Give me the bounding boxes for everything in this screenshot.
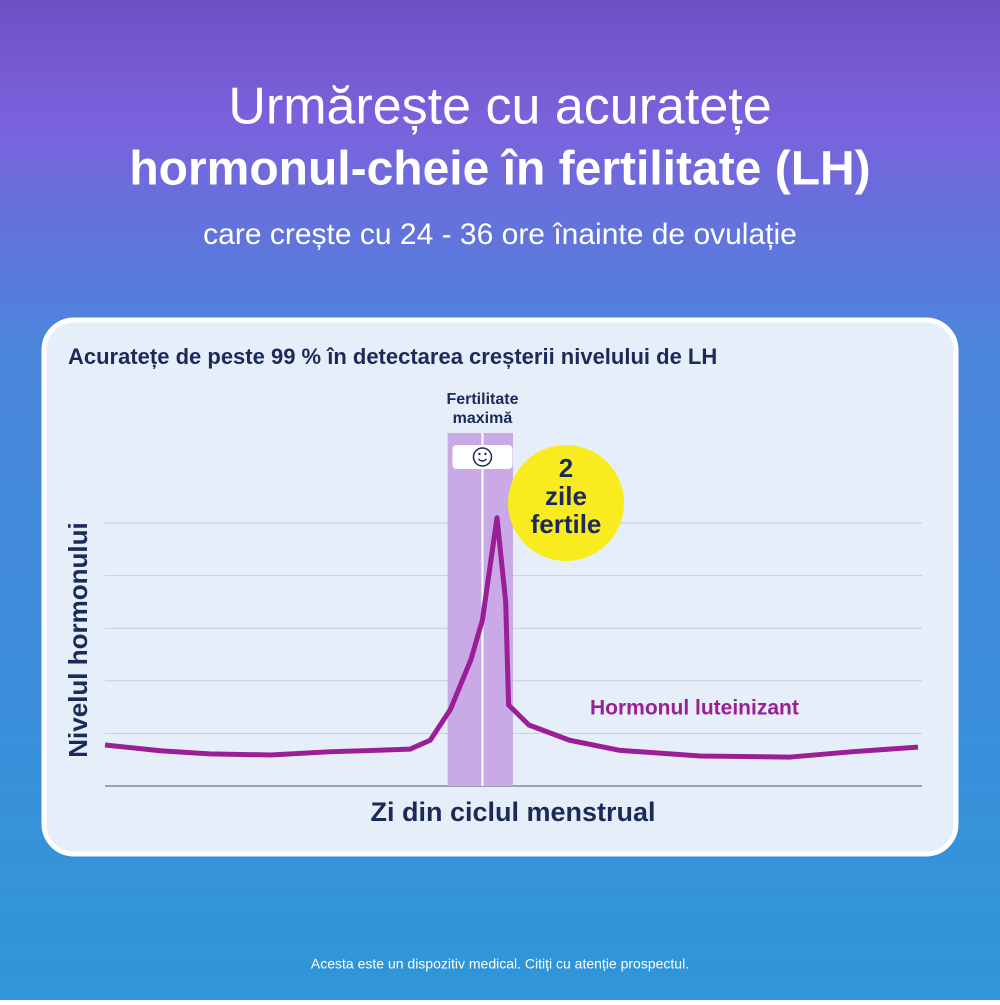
chart-title: Acuratețe de peste 99 % în detectarea cr…	[68, 344, 717, 369]
smiley-eye	[484, 452, 487, 456]
badge	[508, 445, 624, 561]
badge-text: 2	[559, 453, 573, 483]
line	[104, 515, 919, 760]
badge-text: zile	[545, 481, 587, 511]
smiley	[472, 447, 493, 467]
fertile-label: Fertilitate	[446, 391, 518, 408]
x-axis-label: Zi din ciclul menstrual	[370, 797, 655, 827]
series-label: Hormonul luteinizant	[590, 697, 799, 720]
badge-text: fertile	[531, 509, 602, 539]
smiley-eye	[478, 452, 481, 456]
fertile-window	[447, 433, 513, 786]
title-line1: Urmărește cu acuratețe	[228, 78, 771, 136]
title-line2: hormonul-cheie în fertilitate (LH)	[129, 143, 870, 196]
smiley-mouth	[478, 458, 487, 462]
plot: Fertilitate maximă Hormonul luteinizant 2zi…	[104, 391, 922, 787]
smiley-box	[452, 445, 513, 469]
footer: Acesta este un dispozitiv medical. Citiț…	[311, 956, 689, 972]
subtitle: care crește cu 24 - 36 ore înainte de ov…	[203, 218, 797, 251]
fertile-label: maximă	[453, 410, 513, 427]
y-axis-label: Nivelul hormonului	[63, 522, 93, 757]
